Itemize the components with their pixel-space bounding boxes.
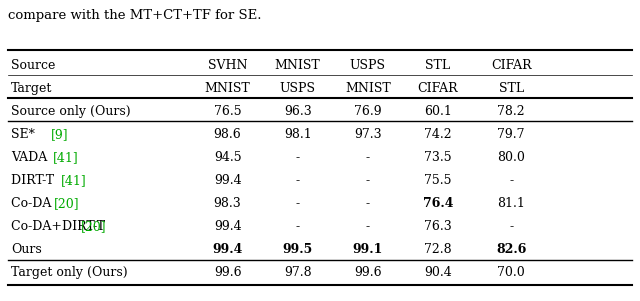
Text: Co-DA: Co-DA (11, 197, 55, 210)
Text: USPS: USPS (280, 82, 316, 95)
Text: 99.4: 99.4 (214, 220, 241, 233)
Text: -: - (365, 220, 370, 233)
Text: 98.1: 98.1 (284, 128, 312, 141)
Text: MNIST: MNIST (275, 59, 321, 72)
Text: Target: Target (11, 82, 52, 95)
Text: -: - (296, 174, 300, 187)
Text: 82.6: 82.6 (496, 243, 526, 256)
Text: CIFAR: CIFAR (417, 82, 458, 95)
Text: Source: Source (11, 59, 55, 72)
Text: MNIST: MNIST (205, 82, 250, 95)
Text: 70.0: 70.0 (497, 266, 525, 279)
Text: 99.1: 99.1 (353, 243, 383, 256)
Text: -: - (296, 220, 300, 233)
Text: [41]: [41] (61, 174, 86, 187)
Text: 74.2: 74.2 (424, 128, 452, 141)
Text: compare with the MT+CT+TF for SE.: compare with the MT+CT+TF for SE. (8, 9, 261, 22)
Text: 75.5: 75.5 (424, 174, 452, 187)
Text: CIFAR: CIFAR (491, 59, 531, 72)
Text: 72.8: 72.8 (424, 243, 452, 256)
Text: 99.4: 99.4 (212, 243, 243, 256)
Text: Target only (Ours): Target only (Ours) (11, 266, 127, 279)
Text: Co-DA+DIRT-T: Co-DA+DIRT-T (11, 220, 109, 233)
Text: 81.1: 81.1 (497, 197, 525, 210)
Text: -: - (365, 174, 370, 187)
Text: 96.3: 96.3 (284, 105, 312, 118)
Text: [41]: [41] (53, 151, 79, 164)
Text: [20]: [20] (54, 197, 80, 210)
Text: 97.8: 97.8 (284, 266, 312, 279)
Text: 78.2: 78.2 (497, 105, 525, 118)
Text: DIRT-T: DIRT-T (11, 174, 58, 187)
Text: 94.5: 94.5 (214, 151, 241, 164)
Text: -: - (296, 197, 300, 210)
Text: 76.9: 76.9 (354, 105, 381, 118)
Text: [9]: [9] (51, 128, 68, 141)
Text: Source only (Ours): Source only (Ours) (11, 105, 131, 118)
Text: 99.6: 99.6 (214, 266, 241, 279)
Text: -: - (365, 151, 370, 164)
Text: 60.1: 60.1 (424, 105, 452, 118)
Text: -: - (365, 197, 370, 210)
Text: -: - (296, 151, 300, 164)
Text: USPS: USPS (350, 59, 386, 72)
Text: SVHN: SVHN (208, 59, 247, 72)
Text: STL: STL (426, 59, 451, 72)
Text: 99.6: 99.6 (354, 266, 381, 279)
Text: 80.0: 80.0 (497, 151, 525, 164)
Text: 99.4: 99.4 (214, 174, 241, 187)
Text: [20]: [20] (81, 220, 107, 233)
Text: 99.5: 99.5 (283, 243, 313, 256)
Text: STL: STL (499, 82, 524, 95)
Text: 76.3: 76.3 (424, 220, 452, 233)
Text: SE*: SE* (11, 128, 39, 141)
Text: 98.3: 98.3 (214, 197, 241, 210)
Text: Ours: Ours (11, 243, 42, 256)
Text: 76.5: 76.5 (214, 105, 241, 118)
Text: -: - (509, 220, 513, 233)
Text: 73.5: 73.5 (424, 151, 452, 164)
Text: 76.4: 76.4 (422, 197, 453, 210)
Text: -: - (509, 174, 513, 187)
Text: VADA: VADA (11, 151, 51, 164)
Text: 79.7: 79.7 (497, 128, 525, 141)
Text: 97.3: 97.3 (354, 128, 381, 141)
Text: 98.6: 98.6 (214, 128, 241, 141)
Text: MNIST: MNIST (345, 82, 390, 95)
Text: 90.4: 90.4 (424, 266, 452, 279)
